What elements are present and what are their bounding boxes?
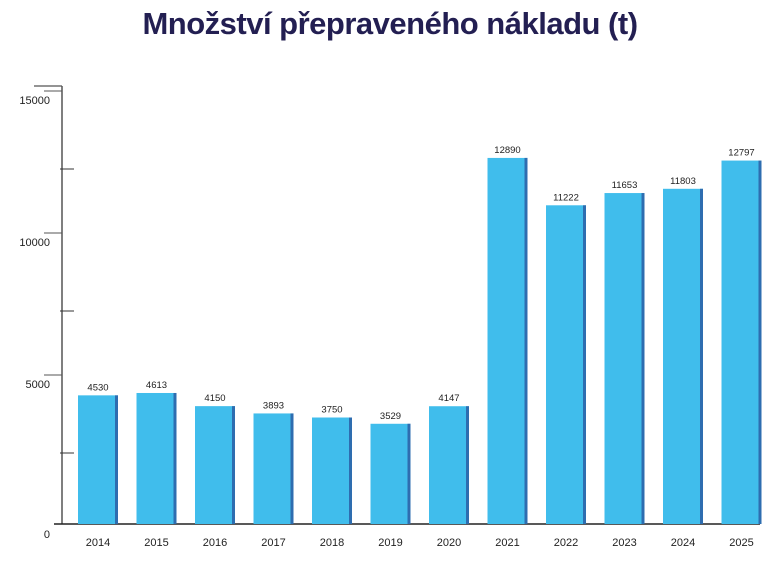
- bar-2021: [487, 157, 528, 524]
- x-tick-label: 2014: [86, 537, 110, 549]
- bar-2018: [312, 417, 352, 524]
- y-tick-label: 10000: [19, 237, 50, 249]
- data-label: 11222: [553, 192, 579, 203]
- bar-edge-2025: [758, 160, 762, 525]
- x-tick-label: 2019: [378, 537, 402, 549]
- x-tick-label: 2024: [671, 537, 695, 549]
- bar-edge-2021: [524, 157, 528, 524]
- bar-edge-2015: [173, 392, 177, 524]
- bar-2014: [78, 395, 118, 524]
- chart-title: Množství přepraveného nákladu (t): [142, 6, 638, 41]
- bar-2016: [195, 406, 235, 524]
- x-tick-label: 2018: [320, 537, 344, 549]
- bar-edge-2016: [232, 406, 235, 524]
- bar-2019: [370, 423, 411, 524]
- x-tick-label: 2023: [612, 537, 636, 549]
- data-label: 3750: [321, 405, 342, 416]
- bar-2017: [253, 413, 294, 524]
- x-tick-label: 2020: [437, 537, 461, 549]
- data-label: 3893: [263, 400, 284, 411]
- bar-2023: [604, 193, 645, 524]
- data-label: 12797: [728, 148, 754, 159]
- data-label: 11653: [612, 180, 638, 191]
- data-label: 11803: [670, 176, 696, 187]
- data-label: 4613: [146, 380, 167, 391]
- bar-edge-2018: [349, 417, 352, 524]
- bar-2015: [136, 392, 177, 524]
- x-tick-label: 2017: [261, 537, 285, 549]
- y-tick-label: 15000: [19, 95, 50, 107]
- bar-edge-2024: [700, 188, 703, 524]
- x-tick-label: 2016: [203, 537, 227, 549]
- data-label: 4530: [87, 382, 108, 393]
- data-label: 3529: [380, 411, 401, 422]
- bar-edge-2019: [407, 423, 411, 524]
- data-label: 12890: [494, 145, 520, 156]
- bar-2020: [429, 406, 469, 524]
- bar-edge-2023: [641, 193, 645, 524]
- bar-2024: [663, 188, 703, 524]
- data-label: 4147: [438, 393, 459, 404]
- bar-edge-2014: [115, 395, 118, 524]
- y-tick-label: 0: [44, 529, 50, 541]
- x-tick-label: 2025: [729, 537, 753, 549]
- bar-edge-2017: [290, 413, 294, 524]
- bar-2025: [721, 160, 762, 525]
- bar-edge-2020: [466, 406, 469, 524]
- y-tick-label: 5000: [26, 379, 50, 391]
- bar-2022: [546, 205, 586, 524]
- data-label: 4150: [204, 393, 225, 404]
- x-tick-label: 2022: [554, 537, 578, 549]
- bar-edge-2022: [583, 205, 586, 524]
- x-tick-label: 2021: [495, 537, 519, 549]
- x-tick-label: 2015: [144, 537, 168, 549]
